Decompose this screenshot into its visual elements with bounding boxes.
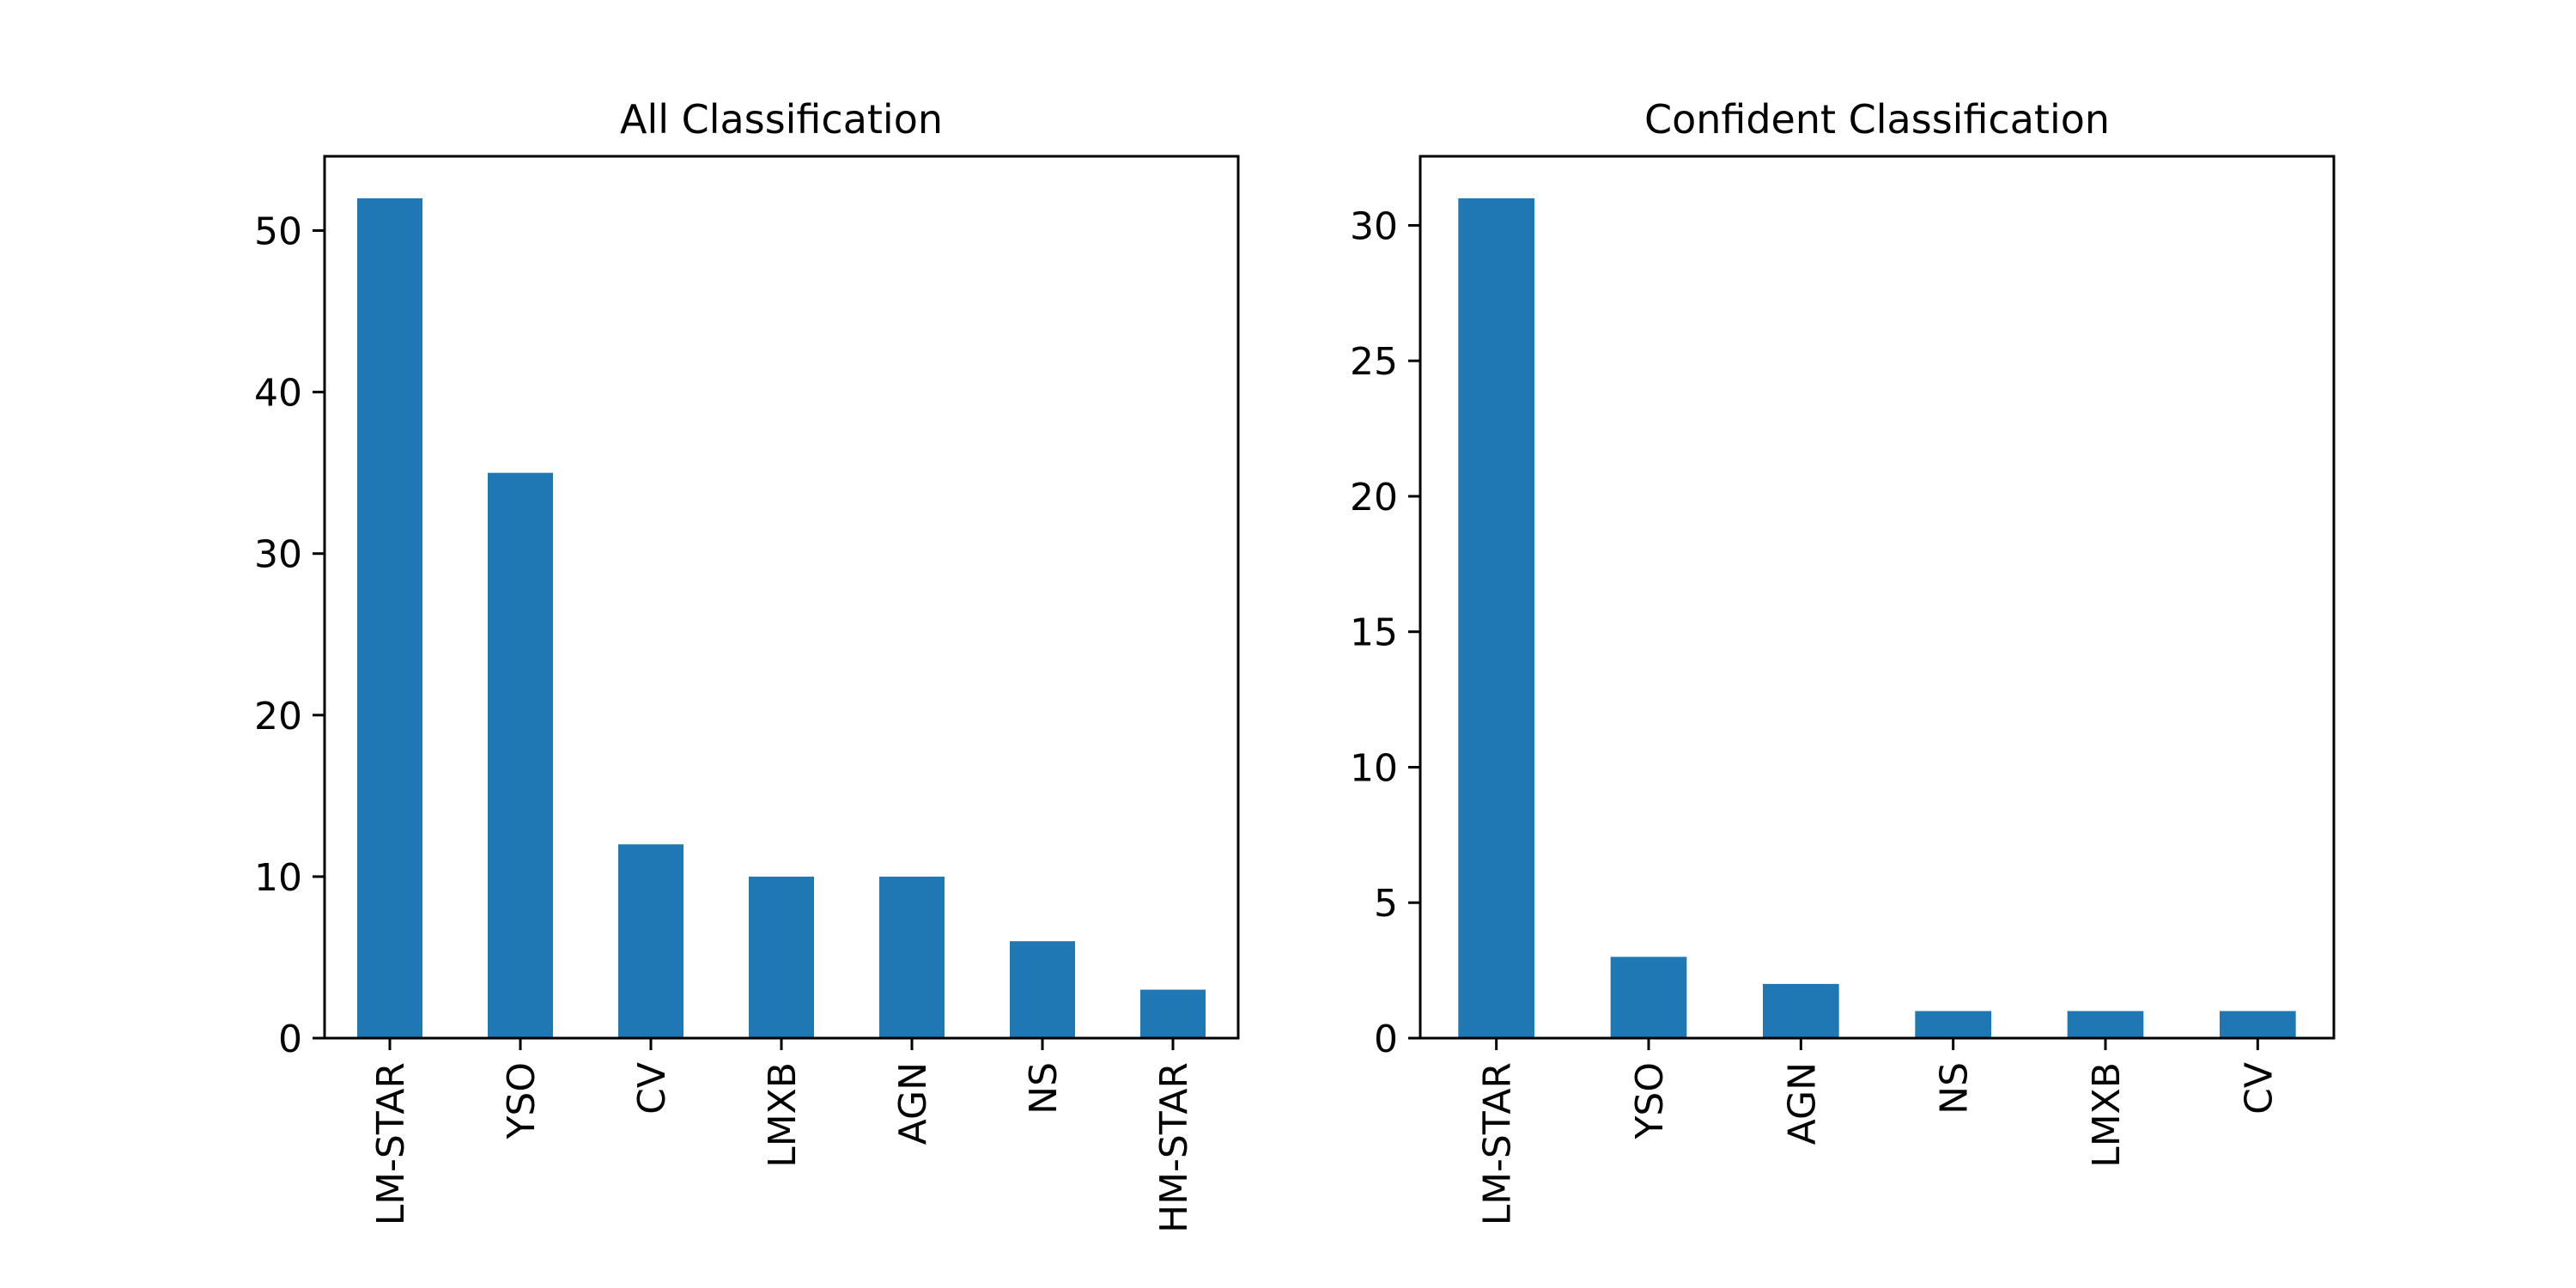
- chart-title: All Classification: [620, 96, 943, 143]
- bar-ns: [1010, 941, 1075, 1038]
- x-tick-label: AGN: [1780, 1062, 1824, 1145]
- bar-hm-star: [1140, 989, 1206, 1038]
- bar-agn: [879, 876, 945, 1038]
- bar-group: [1458, 197, 2296, 1038]
- y-tick-label: 20: [1350, 476, 1398, 519]
- x-tick-label: AGN: [891, 1062, 935, 1145]
- bar-lmxb: [2067, 1011, 2144, 1038]
- chart-title: Confident Classification: [1644, 96, 2110, 143]
- x-tick-label: LMXB: [761, 1062, 805, 1168]
- chart-panel-confident-classification: Confident Classification LM-STAR YSO AGN NS…: [1350, 96, 2336, 1225]
- x-tick-label: LM-STAR: [1476, 1062, 1520, 1225]
- y-tick-label: 20: [254, 695, 302, 738]
- x-tick-label: YSO: [1628, 1062, 1672, 1139]
- bar-ns: [1915, 1011, 1991, 1038]
- x-tick-label: NS: [1933, 1062, 1977, 1115]
- tick-group: LM-STAR YSO AGN NS LMXB CV 0 5 10 15 20 25 30: [1350, 204, 2281, 1225]
- x-tick-label: LMXB: [2085, 1062, 2129, 1168]
- chart-panel-all-classification: All Classification LM-STAR YSO CV LMXB AGN NS…: [254, 96, 1240, 1233]
- x-tick-label: LM-STAR: [369, 1062, 413, 1225]
- y-tick-label: 15: [1350, 611, 1398, 655]
- x-tick-label: HM-STAR: [1152, 1062, 1196, 1233]
- bar-lmxb: [749, 876, 814, 1038]
- bar-cv: [618, 844, 683, 1038]
- y-tick-label: 30: [1350, 204, 1398, 248]
- bar-cv: [2220, 1011, 2296, 1038]
- x-tick-label: NS: [1022, 1062, 1066, 1115]
- bar-group: [357, 197, 1206, 1038]
- y-tick-label: 5: [1374, 882, 1398, 926]
- tick-group: LM-STAR YSO CV LMXB AGN NS HM-STAR 0 10 20 30 40 50: [254, 210, 1196, 1233]
- bar-lm-star: [357, 197, 422, 1038]
- bar-yso: [1610, 957, 1687, 1038]
- axes-frame: [1419, 155, 2336, 1040]
- x-tick-label: CV: [2237, 1062, 2281, 1115]
- y-tick-label: 0: [278, 1018, 302, 1061]
- y-tick-label: 0: [1374, 1018, 1398, 1061]
- x-tick-label: YSO: [500, 1062, 544, 1139]
- y-tick-label: 30: [254, 533, 302, 577]
- bar-yso: [488, 472, 553, 1038]
- bar-agn: [1763, 983, 1839, 1038]
- axes-frame: [323, 155, 1240, 1040]
- y-tick-label: 25: [1350, 340, 1398, 384]
- y-tick-label: 40: [254, 372, 302, 416]
- y-tick-label: 10: [1350, 746, 1398, 790]
- bar-lm-star: [1458, 197, 1534, 1038]
- x-tick-label: CV: [630, 1062, 674, 1115]
- y-tick-label: 50: [254, 210, 302, 254]
- y-tick-label: 10: [254, 856, 302, 900]
